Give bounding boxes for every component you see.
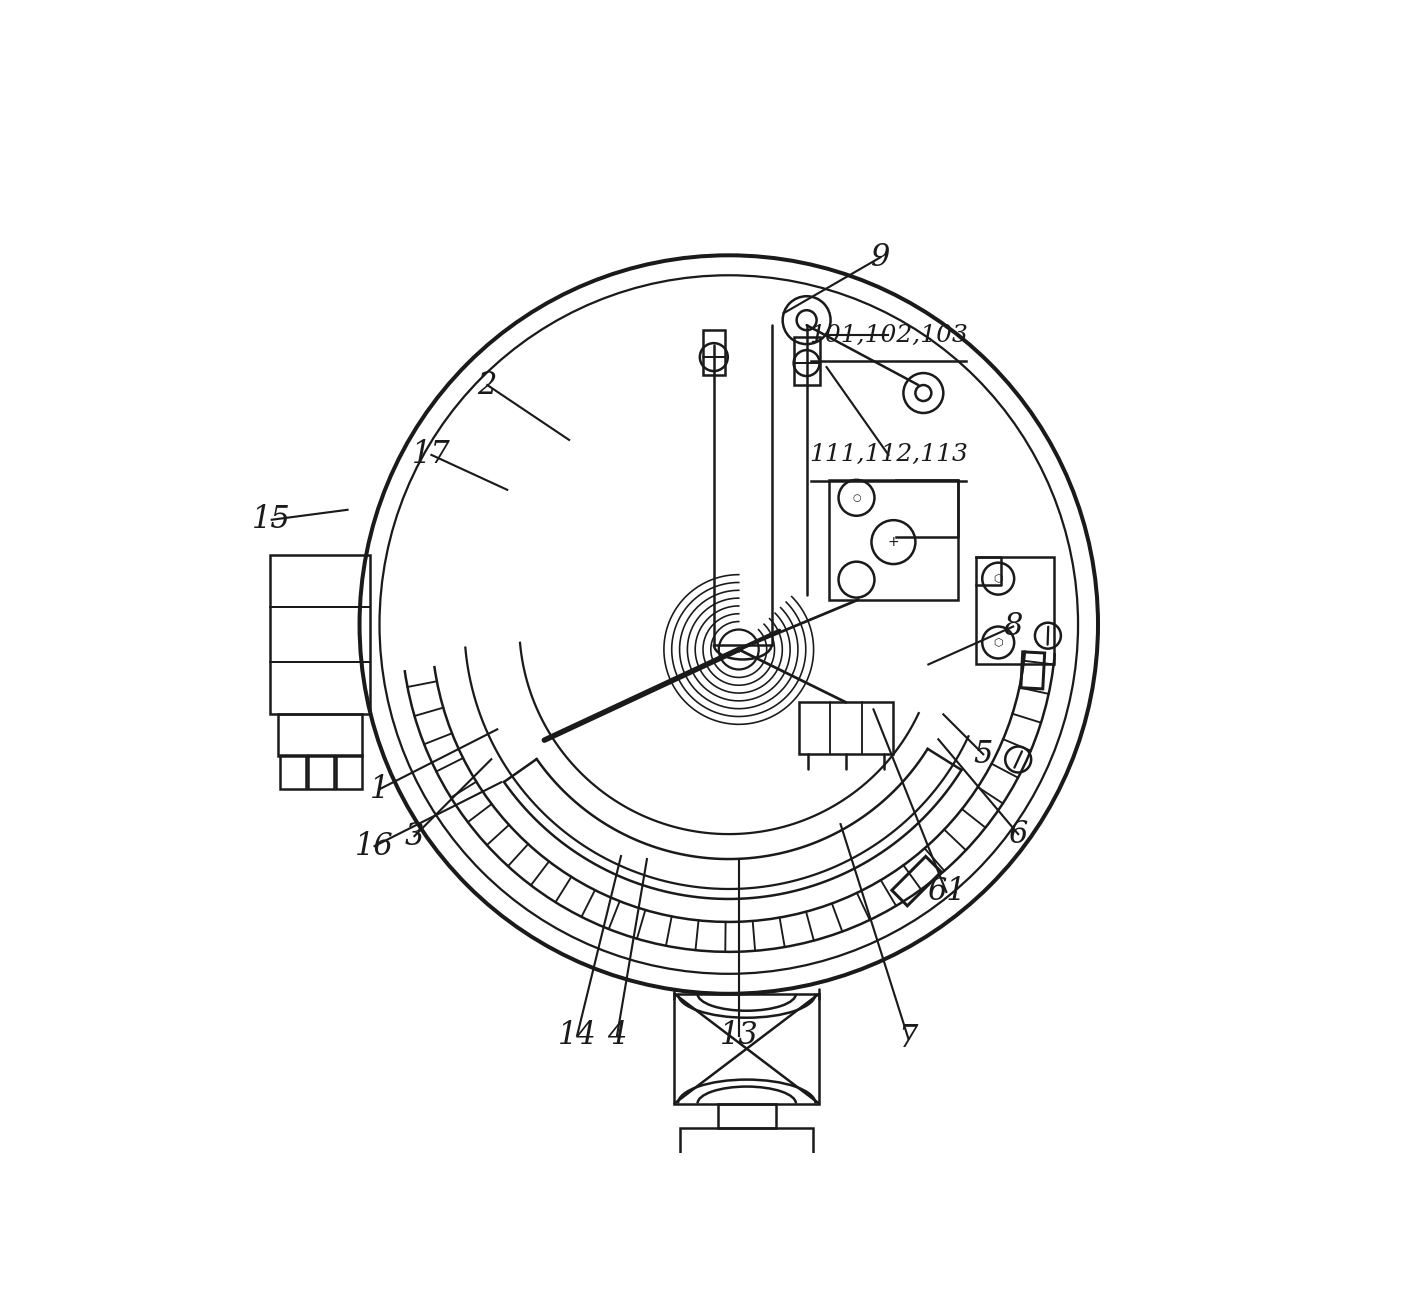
Bar xyxy=(680,1129,813,1200)
Text: 111,112,113: 111,112,113 xyxy=(809,443,968,467)
Text: 6: 6 xyxy=(1008,819,1028,850)
Bar xyxy=(892,857,941,906)
Text: 8: 8 xyxy=(1004,610,1022,642)
Bar xyxy=(977,557,1054,665)
Text: 4: 4 xyxy=(607,1020,627,1051)
Bar xyxy=(336,756,361,789)
Bar xyxy=(718,1104,775,1129)
Text: 101,102,103: 101,102,103 xyxy=(809,324,968,346)
Text: 7: 7 xyxy=(899,1023,919,1054)
Text: 2: 2 xyxy=(478,369,496,400)
Bar xyxy=(829,480,958,600)
Bar xyxy=(1021,652,1045,689)
Text: ⬡: ⬡ xyxy=(994,638,1003,648)
Text: 5: 5 xyxy=(974,739,993,770)
Text: 61: 61 xyxy=(927,876,966,907)
Text: ⬡: ⬡ xyxy=(994,574,1003,583)
Text: 15: 15 xyxy=(252,504,292,535)
Bar xyxy=(793,337,819,385)
Text: 14: 14 xyxy=(557,1020,596,1051)
Bar xyxy=(277,714,361,757)
Text: 3: 3 xyxy=(405,820,424,851)
Text: +: + xyxy=(734,643,744,656)
Bar xyxy=(307,756,334,789)
Text: 16: 16 xyxy=(356,831,394,862)
Text: 13: 13 xyxy=(720,1020,758,1051)
Bar xyxy=(799,702,893,754)
Text: ○: ○ xyxy=(852,492,860,503)
Bar xyxy=(270,555,370,714)
Bar xyxy=(674,994,819,1104)
Text: 9: 9 xyxy=(870,242,890,272)
Text: +: + xyxy=(887,535,899,550)
Text: 1: 1 xyxy=(370,774,390,805)
Text: 17: 17 xyxy=(412,439,451,470)
Bar xyxy=(702,330,725,375)
Bar xyxy=(280,756,306,789)
